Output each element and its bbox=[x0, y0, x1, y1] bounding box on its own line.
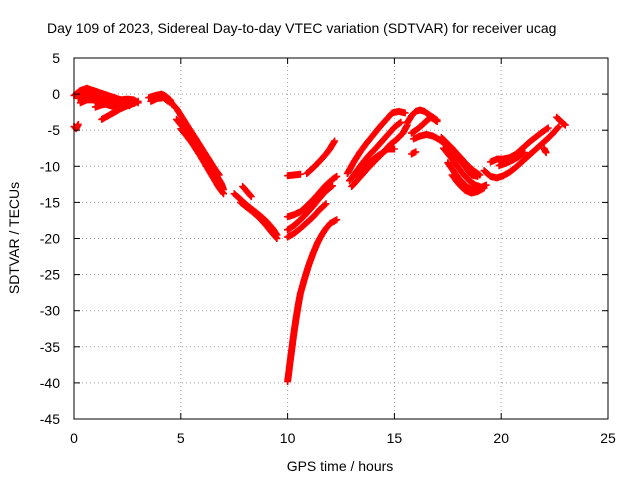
data-series-arc-22 bbox=[346, 118, 405, 185]
data-marks bbox=[98, 97, 142, 123]
y-tick-label: -40 bbox=[40, 375, 60, 391]
y-tick-label: -45 bbox=[40, 411, 60, 427]
y-tick-label: -35 bbox=[40, 339, 60, 355]
data-marks bbox=[437, 133, 484, 179]
data-series-arc-32 bbox=[448, 171, 488, 197]
data-points bbox=[70, 84, 569, 385]
data-marks bbox=[408, 113, 441, 137]
data-series-arc-13 bbox=[237, 198, 281, 242]
data-series-arc-37 bbox=[553, 113, 569, 129]
data-marks bbox=[480, 123, 563, 182]
data-marks bbox=[284, 172, 341, 221]
data-marks bbox=[352, 145, 398, 180]
x-tick-label: 10 bbox=[280, 430, 296, 446]
data-marks bbox=[487, 124, 552, 166]
y-tick-label: -5 bbox=[48, 122, 61, 138]
data-marks bbox=[147, 94, 172, 105]
data-series-arc-05 bbox=[98, 97, 142, 123]
x-tick-label: 20 bbox=[493, 430, 509, 446]
chart-title: Day 109 of 2023, Sidereal Day-to-day VTE… bbox=[47, 20, 556, 36]
data-marks bbox=[408, 148, 420, 158]
data-series-arc-21 bbox=[343, 107, 409, 177]
data-marks bbox=[239, 183, 255, 201]
data-series-arc-08 bbox=[147, 94, 172, 105]
x-tick-label: 15 bbox=[387, 430, 403, 446]
data-series-arc-29 bbox=[437, 133, 484, 179]
data-marks bbox=[91, 95, 142, 111]
data-series-arc-19 bbox=[284, 182, 336, 234]
x-tick-label: 25 bbox=[600, 430, 616, 446]
y-tick-label: 0 bbox=[52, 86, 60, 102]
data-marks bbox=[495, 149, 529, 170]
data-marks bbox=[343, 107, 409, 177]
data-series-arc-25 bbox=[408, 148, 420, 158]
data-marks bbox=[237, 198, 281, 242]
axes: 0 5 10 15 20 25 5 0 -5 -10 -15 -20 -25 -30 -35 -40 -45 bbox=[40, 50, 616, 446]
y-tick-label: -15 bbox=[40, 194, 60, 210]
data-series-arc-20 bbox=[284, 200, 330, 241]
y-tick-label: 5 bbox=[52, 50, 60, 66]
x-axis-label: GPS time / hours bbox=[287, 458, 394, 474]
data-marks bbox=[346, 118, 405, 185]
y-tick-label: -20 bbox=[40, 231, 60, 247]
data-series-arc-33 bbox=[480, 123, 563, 182]
data-marks bbox=[284, 200, 330, 241]
data-series-arc-30 bbox=[440, 144, 484, 190]
data-series-arc-06 bbox=[91, 95, 142, 111]
data-series-arc-14 bbox=[239, 183, 255, 201]
data-marks bbox=[448, 171, 488, 197]
y-tick-label: -10 bbox=[40, 158, 60, 174]
y-tick-label: -25 bbox=[40, 267, 60, 283]
data-marks bbox=[540, 144, 550, 157]
data-series-arc-18 bbox=[284, 172, 341, 221]
data-marks bbox=[284, 170, 304, 180]
data-marks bbox=[553, 113, 569, 129]
x-tick-label: 0 bbox=[70, 430, 78, 446]
data-marks bbox=[440, 144, 484, 190]
data-series-arc-35 bbox=[495, 149, 529, 170]
y-axis-label: SDTVAR / TECUs bbox=[6, 182, 22, 294]
data-marks bbox=[284, 182, 336, 234]
data-series-arc-11 bbox=[177, 125, 227, 198]
data-marks bbox=[284, 216, 341, 385]
data-marks bbox=[177, 125, 227, 198]
data-series-arc-17 bbox=[284, 216, 341, 385]
data-series-arc-16 bbox=[303, 137, 339, 177]
data-series-arc-36 bbox=[540, 144, 550, 157]
data-series-arc-27 bbox=[408, 113, 441, 137]
data-series-arc-15 bbox=[284, 170, 304, 180]
x-tick-label: 5 bbox=[177, 430, 185, 446]
data-marks bbox=[303, 137, 339, 177]
data-series-arc-34 bbox=[487, 124, 552, 166]
y-tick-label: -30 bbox=[40, 303, 60, 319]
data-series-arc-24 bbox=[352, 145, 398, 180]
